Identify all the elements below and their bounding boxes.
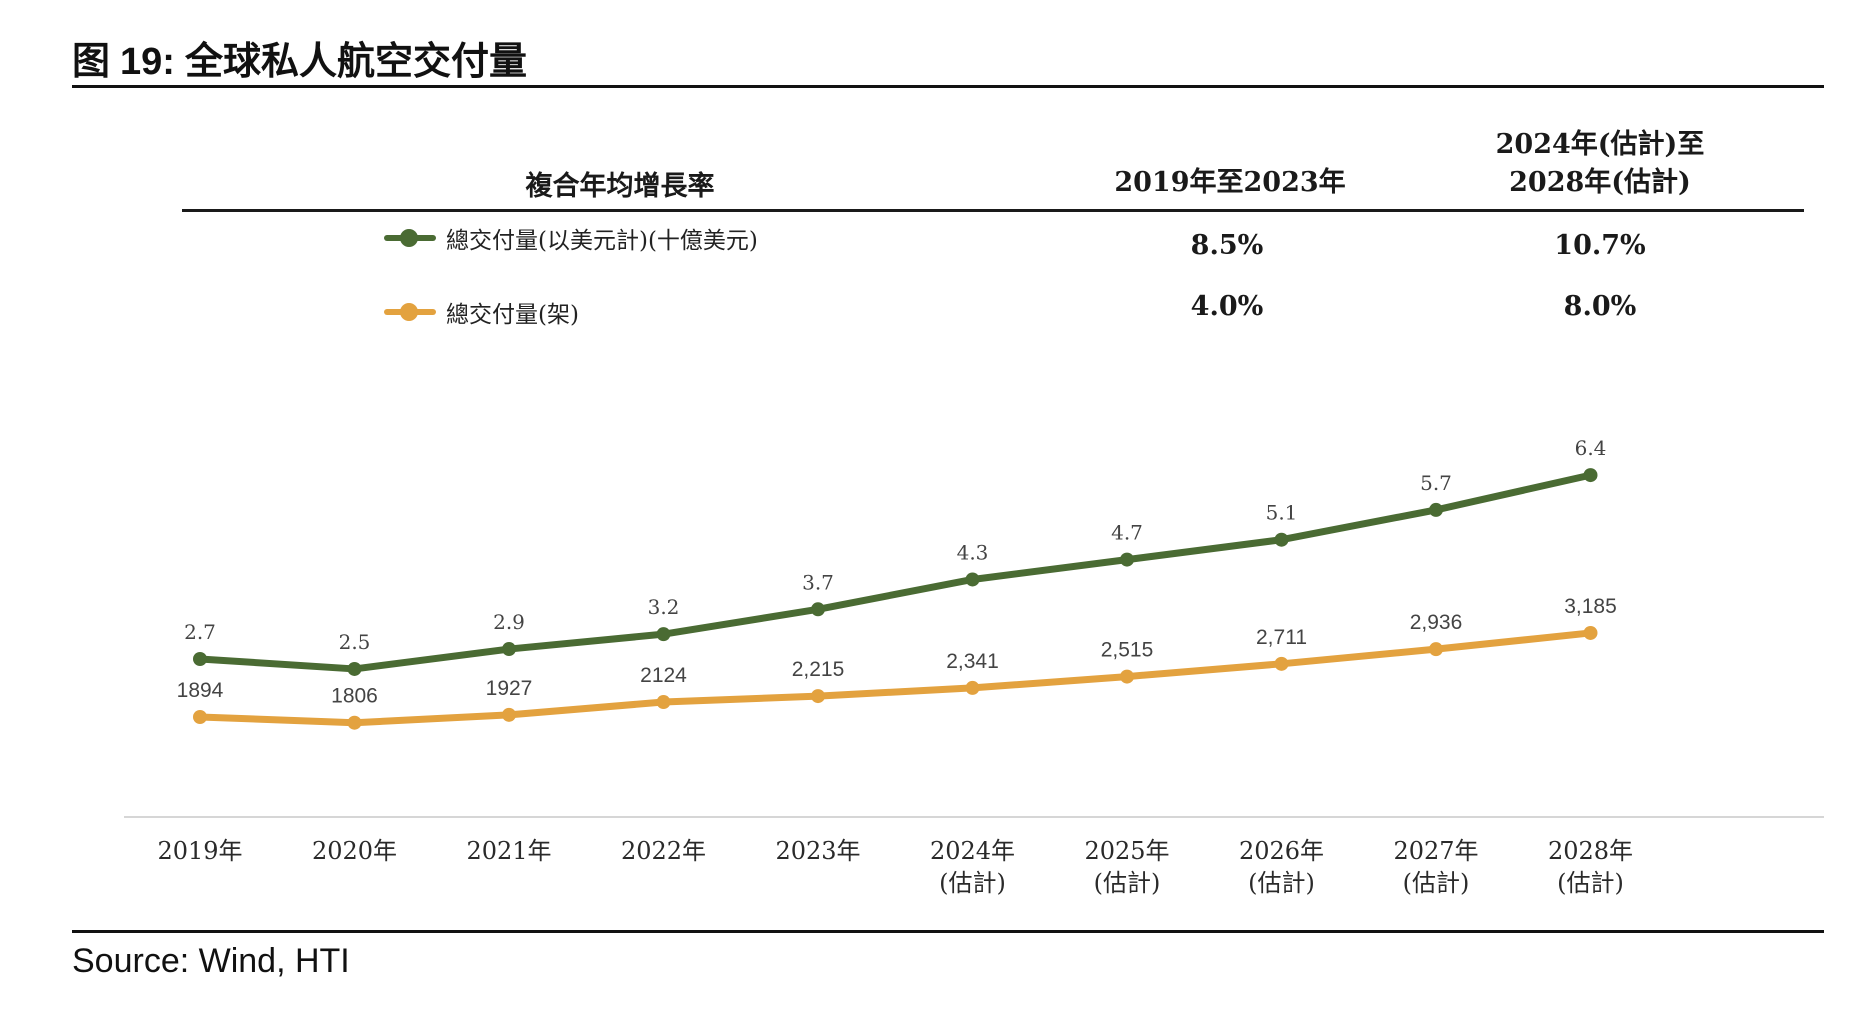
legend-label-value: 總交付量(以美元計)(十億美元)	[446, 228, 758, 254]
cagr-value-row1-col1: 8.5%	[1190, 230, 1264, 261]
title-rule	[72, 85, 1824, 88]
series-line-2	[196, 629, 1594, 727]
data-point-s1-8	[1274, 532, 1289, 547]
x-tick-label-6: 2024年	[930, 837, 1015, 865]
data-point-s2-5	[811, 689, 825, 704]
data-point-s1-5	[811, 602, 825, 617]
x-tick-label-6-sub: (估計)	[939, 869, 1006, 897]
data-point-s1-6	[965, 572, 980, 587]
data-label-s2-2: 1806	[331, 685, 378, 708]
x-tick-label-4: 2022年	[621, 837, 706, 865]
data-point-s2-10	[1583, 625, 1598, 640]
data-point-s1-9	[1429, 502, 1443, 517]
x-tick-label-5: 2023年	[775, 837, 860, 865]
series-line-1	[196, 471, 1594, 673]
x-tick-label-9: 2027年	[1393, 837, 1478, 865]
cagr-col2-header-line2: 2028年(估計)	[1509, 167, 1691, 198]
data-point-s1-4	[656, 627, 671, 642]
data-label-s2-9: 2,936	[1410, 611, 1463, 634]
data-label-s2-10: 3,185	[1564, 595, 1617, 618]
data-point-s2-9	[1429, 642, 1443, 657]
x-tick-label-8: 2026年	[1239, 837, 1324, 865]
data-point-s2-1	[193, 710, 207, 724]
data-label-s1-8: 5.1	[1266, 501, 1298, 525]
source-note: Source: Wind, HTI	[72, 942, 350, 980]
x-tick-label-10-sub: (估計)	[1557, 869, 1624, 897]
data-point-s2-3	[502, 707, 516, 722]
cagr-col2-header-line1: 2024年(估計)至	[1495, 129, 1705, 160]
data-point-s2-4	[656, 695, 671, 710]
data-label-s1-2: 2.5	[339, 630, 371, 654]
cagr-col1-header: 2019年至2023年	[1114, 167, 1346, 198]
data-label-s2-7: 2,515	[1101, 639, 1154, 662]
figure-title: 图 19: 全球私人航空交付量	[72, 30, 527, 85]
data-label-s2-6: 2,341	[946, 650, 999, 673]
data-label-s1-4: 3.2	[648, 595, 680, 619]
figure-title-text: 全球私人航空交付量	[184, 38, 527, 83]
data-label-s2-4: 2124	[640, 664, 687, 687]
data-label-s2-8: 2,711	[1256, 626, 1307, 649]
x-tick-label-8-sub: (估計)	[1248, 869, 1315, 897]
data-label-s2-3: 1927	[486, 677, 533, 700]
data-label-s1-1: 2.7	[184, 620, 216, 644]
data-point-s1-3	[502, 642, 516, 657]
legend-item-value: 總交付量(以美元計)(十億美元)	[384, 223, 758, 254]
cagr-value-row2-col2: 8.0%	[1563, 291, 1637, 322]
legend-swatch-units	[384, 297, 436, 327]
cagr-header: 複合年均增長率	[525, 171, 715, 202]
data-label-s2-5: 2,215	[792, 658, 845, 681]
legend-label-units: 總交付量(架)	[446, 302, 579, 328]
x-tick-label-1: 2019年	[157, 837, 242, 865]
data-point-s1-1	[193, 652, 207, 666]
figure-number: 19:	[120, 41, 175, 83]
data-point-s2-2	[347, 715, 362, 730]
x-tick-label-7-sub: (估計)	[1094, 869, 1161, 897]
data-label-s1-9: 5.7	[1420, 471, 1452, 495]
legend-swatch-value	[384, 223, 436, 253]
x-tick-label-2: 2020年	[312, 837, 397, 865]
data-point-s1-10	[1583, 468, 1598, 483]
x-tick-label-9-sub: (估計)	[1403, 869, 1470, 897]
figure-label: 图	[72, 38, 111, 83]
source-rule	[72, 930, 1824, 933]
data-label-s1-7: 4.7	[1111, 521, 1143, 545]
data-point-s2-6	[965, 680, 980, 695]
cagr-value-row1-col2: 10.7%	[1554, 230, 1646, 261]
data-point-s2-8	[1274, 656, 1289, 671]
data-point-s1-2	[347, 661, 362, 676]
legend-item-units: 總交付量(架)	[384, 297, 579, 328]
data-label-s2-1: 1894	[177, 679, 224, 702]
x-tick-label-7: 2025年	[1084, 837, 1169, 865]
cagr-value-row2-col1: 4.0%	[1190, 291, 1264, 322]
data-label-s1-5: 3.7	[802, 570, 834, 594]
data-label-s1-10: 6.4	[1575, 436, 1607, 460]
data-label-s1-6: 4.3	[957, 540, 989, 564]
x-tick-label-3: 2021年	[466, 837, 551, 865]
data-point-s1-7	[1120, 552, 1134, 567]
x-tick-label-10: 2028年	[1548, 837, 1633, 865]
cagr-table-rule	[182, 209, 1804, 212]
data-label-s1-3: 2.9	[493, 610, 525, 634]
data-point-s2-7	[1120, 669, 1134, 684]
